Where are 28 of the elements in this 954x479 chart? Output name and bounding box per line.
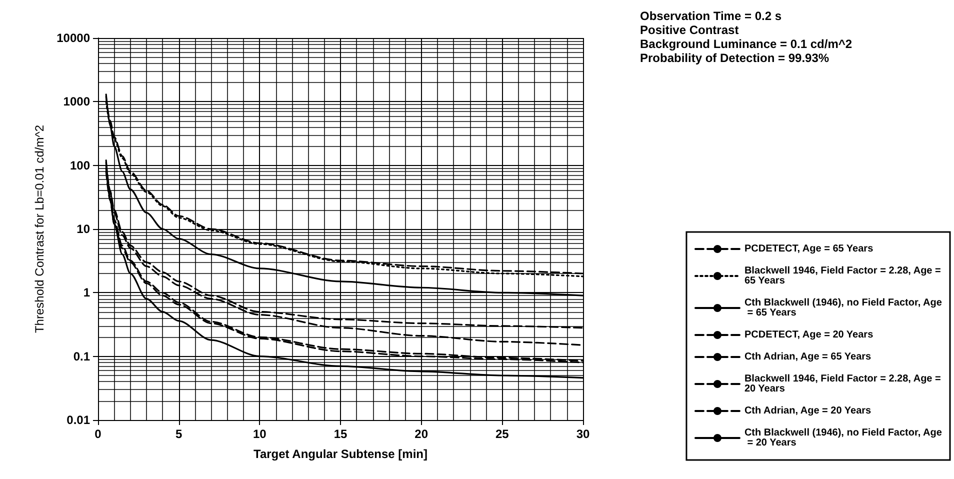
legend-label: Cth Adrian, Age = 20 Years	[744, 406, 872, 416]
text: Observation Time = 0.2 s	[640, 9, 782, 23]
y-axis-title: Threshold Contrast for Lb=0.01 cd/m^2	[32, 124, 47, 334]
x-axis-title: Target Angular Subtense [min]	[253, 447, 428, 461]
text: Positive Contrast	[640, 23, 739, 37]
y-tick-label: 10	[76, 222, 90, 236]
text: Background Luminance = 0.1 cd/m^2	[640, 37, 852, 51]
y-tick-label: 0.1	[73, 349, 90, 364]
legend-label: Cth Blackwell (1946), no Field Factor, Age = 20 Years	[744, 428, 942, 448]
text: Probability of Detection = 99.93%	[640, 51, 830, 65]
y-tick-label: 100	[70, 158, 90, 172]
y-tick-label: 0.01	[66, 413, 90, 427]
legend-label: Cth Adrian, Age = 65 Years	[744, 352, 872, 362]
legend-label: PCDETECT, Age = 20 Years	[744, 330, 874, 340]
legend-label: Cth Blackwell (1946), no Field Factor, Age = 65 Years	[744, 298, 942, 318]
y-tick-label: 1000	[63, 94, 90, 109]
x-tick-label: 10	[252, 427, 267, 441]
y-tick-label: 10000	[56, 31, 90, 45]
y-tick-label: 1	[83, 286, 90, 300]
x-tick-label: 20	[414, 427, 428, 441]
legend-label: PCDETECT, Age = 65 Years	[744, 244, 874, 254]
x-tick-label: 15	[334, 427, 348, 441]
legend-label: Blackwell 1946, Field Factor = 2.28, Age = 20 Years	[744, 374, 944, 394]
x-tick-label: 30	[576, 427, 590, 441]
x-tick-label: 5	[175, 427, 182, 441]
x-tick-label: 25	[495, 427, 510, 441]
legend-label: Blackwell 1946, Field Factor = 2.28, Age = 65 Years	[744, 266, 944, 286]
x-tick-label: 0	[94, 427, 102, 441]
